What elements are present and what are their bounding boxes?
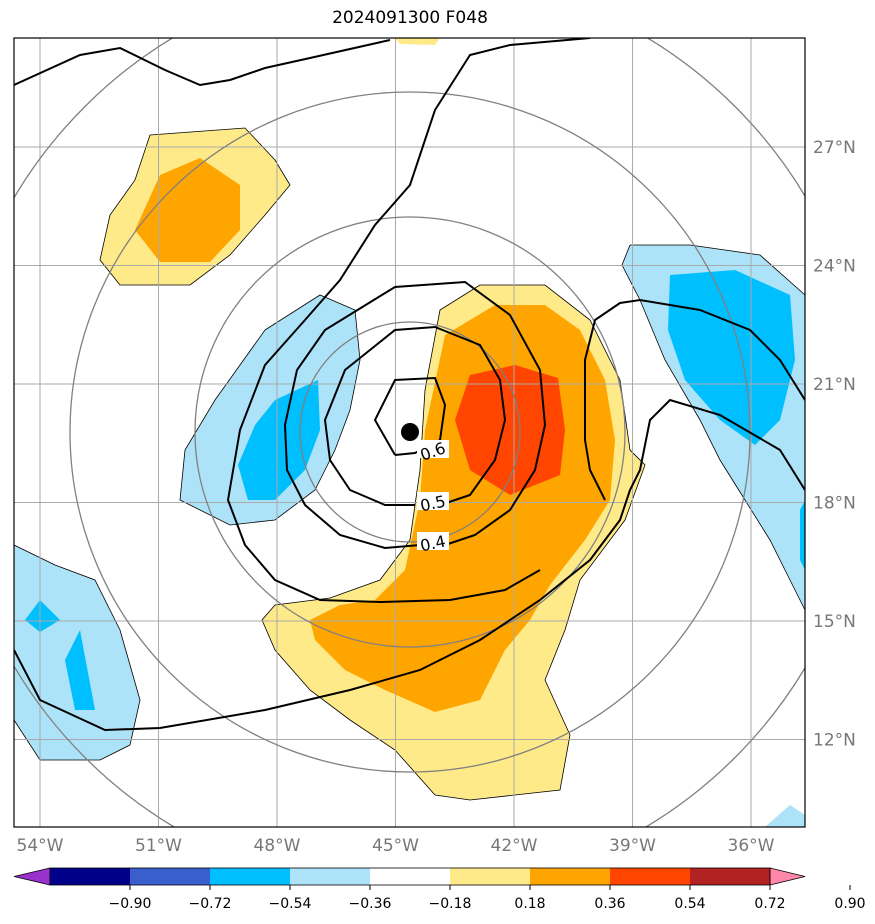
latitude-labels: 27°N 24°N 21°N 18°N 15°N 12°N xyxy=(813,138,856,751)
latitude-label: 27°N xyxy=(813,138,856,158)
latitude-label: 21°N xyxy=(813,375,856,395)
longitude-label: 45°W xyxy=(372,836,419,856)
strong-positive-anomaly-region-nw xyxy=(135,158,240,262)
colorbar-extend-low xyxy=(13,867,51,886)
map-title: 2024091300 F048 xyxy=(332,8,488,28)
longitude-label: 54°W xyxy=(17,836,64,856)
colorbar-segment xyxy=(530,868,611,885)
strong-negative-anomaly-sliver-east xyxy=(800,500,805,570)
colorbar-frame xyxy=(49,867,771,886)
colorbar: −0.90 −0.72 −0.54 −0.36 −0.18 0.18 0.36 0.54 0.7… xyxy=(13,867,866,912)
shaded-anomaly-fields xyxy=(14,38,805,827)
colorbar-tick-label: −0.18 xyxy=(429,896,472,912)
colorbar-tick-label: 0.54 xyxy=(674,896,705,912)
colorbar-tick-label: 0.72 xyxy=(754,896,785,912)
colorbar-segment xyxy=(610,868,691,885)
colorbar-tick-label: −0.36 xyxy=(349,896,392,912)
colorbar-extend-high xyxy=(769,867,806,886)
colorbar-segment xyxy=(290,868,371,885)
contour-0.3-inner xyxy=(584,298,805,501)
gridlines xyxy=(14,38,805,827)
colorbar-segment xyxy=(50,868,131,885)
latitude-label: 24°N xyxy=(813,257,856,277)
colorbar-segment xyxy=(210,868,291,885)
colorbar-segment xyxy=(690,868,771,885)
longitude-label: 39°W xyxy=(609,836,656,856)
outline-west xyxy=(179,294,361,526)
range-ring-2 xyxy=(194,216,626,648)
colorbar-segment xyxy=(370,868,451,885)
longitude-label: 42°W xyxy=(491,836,538,856)
contour-0.1 xyxy=(14,39,391,87)
colorbar-tick-label: 0.90 xyxy=(834,896,865,912)
storm-center-marker xyxy=(401,423,419,441)
contour-label-0.4: 0.4 xyxy=(418,532,447,556)
colorbar-tick-label: −0.90 xyxy=(109,896,152,912)
latitude-label: 15°N xyxy=(813,612,856,632)
outline-east xyxy=(621,244,805,611)
longitude-labels: 54°W 51°W 48°W 45°W 42°W 39°W 36°W xyxy=(17,836,775,856)
latitude-label: 12°N xyxy=(813,731,856,751)
pressure-contours xyxy=(14,38,805,732)
latitude-label: 18°N xyxy=(813,494,856,514)
contour-0.5 xyxy=(323,325,507,506)
colorbar-segment xyxy=(450,868,531,885)
contour-0.3 xyxy=(14,398,805,732)
outline-nw xyxy=(99,127,291,286)
longitude-label: 36°W xyxy=(728,836,775,856)
strong-negative-anomaly-region-west xyxy=(238,380,320,500)
strong-negative-anomaly-region-east xyxy=(668,270,795,445)
colorbar-tick-label: 0.36 xyxy=(594,896,625,912)
contour-0.4 xyxy=(283,280,547,550)
contour-label-0.5: 0.5 xyxy=(418,492,447,516)
longitude-label: 48°W xyxy=(254,836,301,856)
positive-anomaly-sliver-top xyxy=(395,38,440,45)
colorbar-tick-label: 0.18 xyxy=(514,896,545,912)
colorbar-tick-label: −0.72 xyxy=(189,896,232,912)
contour-0.2 xyxy=(226,38,591,604)
outline-sw xyxy=(14,544,141,761)
range-ring-1 xyxy=(299,321,521,543)
longitude-label: 51°W xyxy=(135,836,182,856)
colorbar-tick-label: −0.54 xyxy=(269,896,312,912)
strong-negative-anomaly-sw-1 xyxy=(25,600,60,632)
negative-anomaly-corner-se xyxy=(765,805,805,827)
colorbar-segment xyxy=(130,868,211,885)
plot-frame xyxy=(13,37,806,828)
strong-negative-anomaly-sw-2 xyxy=(65,630,95,710)
contour-label-masks xyxy=(417,440,449,550)
